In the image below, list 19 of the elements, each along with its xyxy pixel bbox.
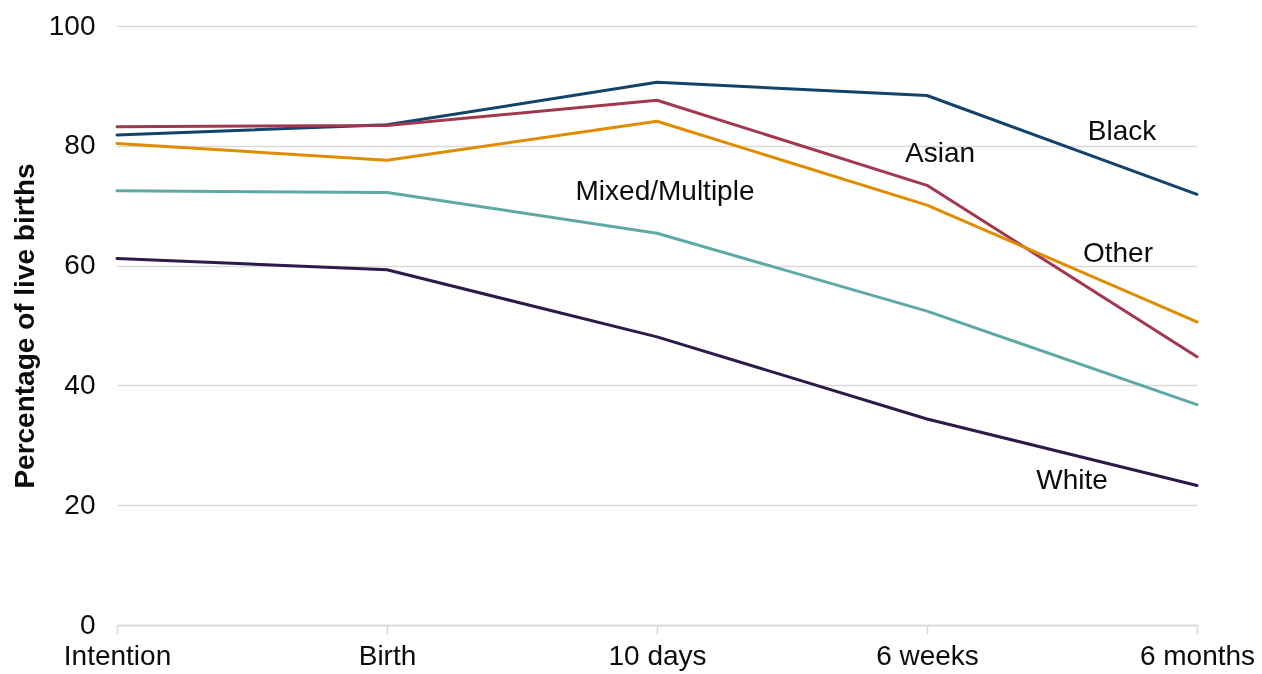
x-tick-label: Intention bbox=[63, 639, 172, 671]
x-tick-label: Birth bbox=[358, 639, 417, 671]
series-label: Other bbox=[1082, 236, 1154, 268]
y-tick-label: 60 bbox=[64, 249, 96, 281]
y-tick-label: 100 bbox=[48, 9, 96, 41]
series-label: Asian bbox=[904, 137, 976, 169]
x-tick-label: 10 days bbox=[608, 639, 707, 671]
line-series bbox=[115, 98, 1199, 359]
line-series bbox=[115, 119, 1199, 324]
y-tick-label: 20 bbox=[64, 488, 96, 520]
series-label: Mixed/Multiple bbox=[575, 175, 755, 207]
x-tick-label: 6 weeks bbox=[876, 639, 979, 671]
y-tick-label: 40 bbox=[64, 368, 96, 400]
x-tick-label: 6 months bbox=[1139, 639, 1256, 671]
y-tick-label: 80 bbox=[64, 129, 96, 161]
y-axis-title: Percentage of live births bbox=[8, 163, 40, 489]
series-label: White bbox=[1036, 464, 1108, 496]
y-tick-label: 0 bbox=[79, 608, 96, 640]
series-label: Black bbox=[1087, 115, 1158, 147]
